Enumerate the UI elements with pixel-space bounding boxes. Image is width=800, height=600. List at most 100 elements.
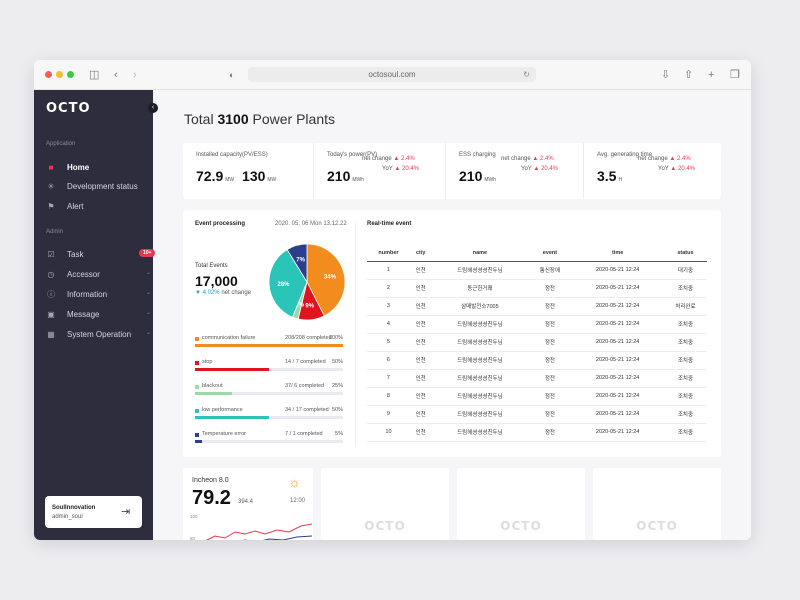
browser-toolbar: ◫ ‹ › ◐ octosoul.com ↻ ⇩ ⇧ + ❐	[34, 60, 751, 90]
sidebar-item-alert[interactable]: ⚑ Alert	[46, 199, 146, 213]
message-icon: ▣	[47, 309, 55, 319]
plus-icon[interactable]: +	[708, 69, 715, 81]
series-line-navy	[243, 535, 312, 540]
stat-avg-generating-time: Avg. generating time 3.5 H net change ▲ 2…	[584, 143, 721, 199]
table-row[interactable]: 1 인천 드림헤셩셩셩친두님 통신장애 2020-05-21 12:24 대기중	[367, 261, 707, 280]
weather-time: 12:00	[290, 498, 306, 504]
chevron-right-icon[interactable]: ›	[133, 69, 137, 81]
table-row[interactable]: 7 인천 드림헤셩셩셩친두님 정전 2020-05-21 12:24 조치중	[367, 369, 707, 388]
placeholder-card: OCTO	[321, 468, 449, 540]
sidebar-item-label: Home	[67, 162, 90, 172]
sidebar-item-message[interactable]: ▣ Message ⌄	[46, 307, 151, 321]
table-cell: 인천	[409, 279, 432, 298]
stat-label: ESS charging	[459, 152, 496, 158]
collapse-sidebar-button[interactable]: ‹	[148, 103, 158, 113]
series-line-red	[205, 523, 312, 540]
event-bar-row: stop 14 / 7 completed 50%	[195, 359, 343, 377]
event-bar-name: blackout	[202, 383, 223, 389]
info-icon: ⓘ	[47, 289, 55, 299]
table-cell: 드림헤셩셩셩친두님	[431, 369, 529, 388]
table-row[interactable]: 5 인천 드림헤셩셩셩친두님 정전 2020-05-21 12:24 조치중	[367, 333, 707, 352]
maximize-window-button[interactable]	[67, 71, 74, 78]
column-header: name	[431, 245, 529, 262]
table-row[interactable]: 2 인천 동근헌거쾌 정전 2020-05-21 12:24 조치중	[367, 279, 707, 298]
reload-icon[interactable]: ↻	[523, 70, 530, 79]
stat-value: 3.5 H	[597, 168, 623, 184]
sidebar-item-home[interactable]: ■ Home	[46, 160, 146, 174]
shield-icon[interactable]: ◐	[229, 70, 235, 80]
table-cell: 인천	[409, 333, 432, 352]
event-bar-count: 37/ 6 completed	[285, 383, 325, 389]
table-cell: 조치중	[663, 387, 707, 406]
event-bar-pct: 5%	[335, 431, 343, 437]
event-bar-name: low performance	[202, 407, 243, 413]
table-cell: 정전	[528, 279, 572, 298]
weather-line-chart	[205, 523, 312, 540]
chevron-left-icon[interactable]: ‹	[114, 69, 118, 81]
table-row[interactable]: 9 인천 드림헤셩셩셩친두님 정전 2020-05-21 12:24 조치중	[367, 405, 707, 424]
table-cell: 인천	[409, 315, 432, 334]
stat-installed-capacity: Installed capacity(PV/ESS) 72.9 MW 130 MW	[183, 143, 314, 199]
table-cell: 2020-05-21 12:24	[571, 387, 664, 406]
user-name: SoulInnovation	[52, 505, 96, 511]
legend-swatch	[195, 433, 199, 437]
pie-slice	[286, 243, 308, 284]
event-bar-pct: 100%	[328, 335, 343, 341]
pie-label: 7%	[296, 257, 305, 263]
table-row[interactable]: 6 인천 드림헤셩셩셩친두님 정전 2020-05-21 12:24 조치중	[367, 351, 707, 370]
column-header: city	[409, 245, 432, 262]
net-change: net change ▲ 2.4%	[501, 156, 554, 162]
table-cell: 2020-05-21 12:24	[571, 423, 664, 442]
section-label-admin: Admin	[46, 229, 64, 235]
tabs-icon[interactable]: ❐	[730, 69, 740, 81]
legend-swatch	[195, 385, 199, 389]
column-header: event	[528, 245, 572, 262]
event-processing-title: Event processing	[195, 221, 246, 227]
table-row[interactable]: 8 인천 드림헤셩셩셩친두님 정전 2020-05-21 12:24 조치중	[367, 387, 707, 406]
table-row[interactable]: 3 인천 삼매발전소7005 정전 2020-05-21 12:24 처리완료	[367, 297, 707, 316]
placeholder-card: OCTO	[593, 468, 721, 540]
stat-value: 72.9 MW 130 MW	[196, 168, 277, 184]
table-row[interactable]: 4 인천 드림헤셩셩셩친두님 정전 2020-05-21 12:24 조치중	[367, 315, 707, 334]
logout-icon[interactable]: ⇥	[121, 506, 131, 518]
table-cell: 조치중	[663, 423, 707, 442]
share-icon[interactable]: ⇧	[684, 69, 694, 81]
sidebar-icon[interactable]: ◫	[89, 69, 100, 81]
table-cell: 인천	[409, 387, 432, 406]
minimize-window-button[interactable]	[56, 71, 63, 78]
pie-label: 9%	[305, 303, 314, 309]
table-cell: 정전	[528, 297, 572, 316]
sidebar-item-task[interactable]: ☑ Task 10+	[46, 247, 156, 261]
progress-track	[195, 392, 343, 395]
table-cell: 5	[367, 333, 410, 352]
sidebar-item-development-status[interactable]: ✳ Development status	[46, 179, 146, 193]
close-window-button[interactable]	[45, 71, 52, 78]
table-cell: 처리완료	[663, 297, 707, 316]
yoy-change: YoY ▲ 20.4%	[521, 166, 558, 172]
table-cell: 2020-05-21 12:24	[571, 333, 664, 352]
stats-card: Installed capacity(PV/ESS) 72.9 MW 130 MW …	[183, 143, 721, 199]
event-bar-pct: 25%	[331, 383, 343, 389]
stat-today-power: Today's power(PV) 210 MWh net change ▲ 2.…	[314, 143, 446, 199]
realtime-event-panel: Real-time event number city name event time s…	[355, 210, 721, 457]
event-bar-pct: 50%	[331, 407, 343, 413]
table-cell: 인천	[409, 351, 432, 370]
table-cell: 드림헤셩셩셩친두님	[431, 387, 529, 406]
address-bar[interactable]: octosoul.com ↻	[248, 67, 536, 82]
sidebar-item-system-operation[interactable]: ▦ System Operation ⌄	[46, 327, 151, 341]
bell-icon: ⚑	[47, 201, 55, 211]
table-row[interactable]: 10 인천 드림헤셩셩셩친두님 정전 2020-05-21 12:24 조치중	[367, 423, 707, 442]
table-cell: 2	[367, 279, 410, 298]
placeholder-logo: OCTO	[364, 519, 406, 533]
sidebar-item-information[interactable]: ⓘ Information ⌄	[46, 287, 151, 301]
pie-label: 28%	[278, 282, 291, 288]
weather-sub-value: 394.4	[238, 499, 254, 505]
net-change: net change ▲ 2.4%	[362, 156, 415, 162]
stat-ess-charging: ESS charging 210 MWh net change ▲ 2.4% Yo…	[446, 143, 584, 199]
download-icon[interactable]: ⇩	[661, 69, 671, 81]
table-cell: 조치중	[663, 333, 707, 352]
sidebar-item-label: Message	[67, 309, 100, 319]
sidebar-item-accessor[interactable]: ◷ Accessor ⌄	[46, 267, 152, 281]
table-cell: 드림헤셩셩셩친두님	[431, 351, 529, 370]
stat-value: 210 MWh	[459, 168, 497, 184]
